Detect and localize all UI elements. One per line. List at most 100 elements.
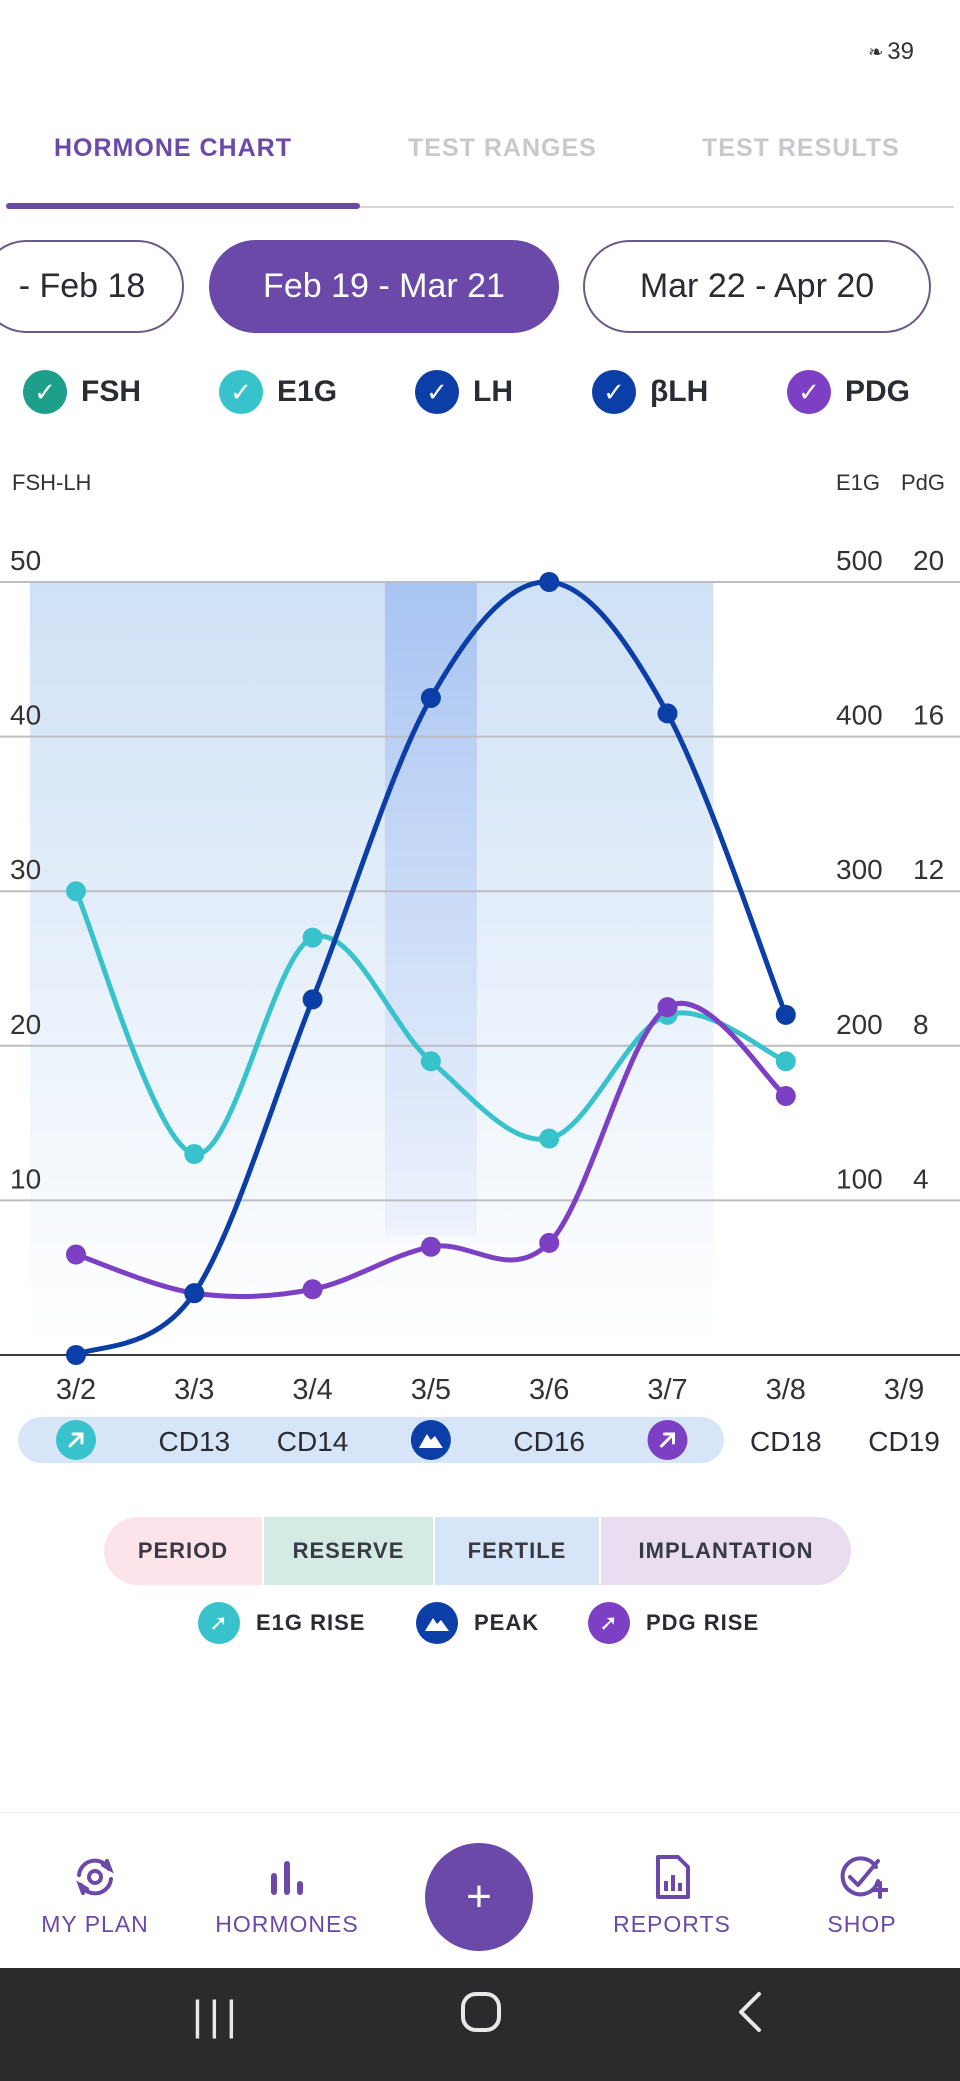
cycle-pill-next[interactable]: Mar 22 - Apr 20 <box>583 240 931 333</box>
peak-day-band <box>384 582 477 1235</box>
y-tick-left: 50 <box>10 545 41 576</box>
checkmark-icon: ✓ <box>787 370 831 414</box>
cycle-day-strip <box>18 1417 724 1463</box>
bottom-navigation: MY PLAN HORMONES + REPORTS SHOP <box>0 1812 960 1968</box>
cycle-day-label: CD14 <box>277 1426 349 1457</box>
filter-label: E1G <box>277 375 338 408</box>
filter-lh[interactable]: ✓ LH <box>415 370 513 414</box>
filter-beta-lh[interactable]: ✓ βLH <box>592 370 708 414</box>
axis-title-left: FSH-LH <box>12 470 92 495</box>
tab-divider <box>6 206 954 208</box>
data-point-pdg <box>66 1244 86 1265</box>
bar-chart-icon <box>271 1861 303 1895</box>
filter-label: LH <box>473 375 513 408</box>
cycle-pill-label: Mar 22 - Apr 20 <box>639 267 875 305</box>
report-icon <box>656 1855 690 1899</box>
x-tick-label: 3/3 <box>174 1374 214 1406</box>
data-point-pdg <box>775 1086 796 1107</box>
cycle-pill-current[interactable]: Feb 19 - Mar 21 <box>209 240 559 333</box>
y-tick-left: 20 <box>10 1009 41 1040</box>
event-legend: ➚ E1G RISE PEAK ➚ PDG RISE <box>0 1602 960 1646</box>
arrow-up-right-icon: ➚ <box>198 1602 240 1644</box>
filter-label: FSH <box>81 375 141 408</box>
data-point-lh <box>539 572 560 592</box>
axis-title-e1g: E1G <box>836 470 881 495</box>
y-tick-left: 10 <box>10 1163 41 1194</box>
data-point-e1g <box>420 1051 441 1072</box>
data-point-lh <box>420 687 441 708</box>
data-point-pdg <box>539 1232 560 1253</box>
mountain-peak-icon <box>416 1602 458 1644</box>
nav-hormones[interactable]: HORMONES <box>197 1853 377 1938</box>
y-tick-e1g: 300 <box>836 854 883 885</box>
data-point-pdg <box>420 1236 441 1257</box>
cycle-pill-previous[interactable]: - Feb 18 <box>0 240 184 333</box>
add-button[interactable]: + <box>425 1843 533 1951</box>
nav-label: REPORTS <box>613 1911 731 1937</box>
x-tick-label: 3/7 <box>647 1374 687 1406</box>
y-tick-e1g: 400 <box>836 700 883 731</box>
arrow-up-right-icon <box>68 1432 84 1448</box>
x-tick-label: 3/2 <box>56 1374 96 1406</box>
y-tick-e1g: 500 <box>836 545 883 576</box>
status-bar: ❧ 39 <box>868 38 914 66</box>
system-navigation-bar: ||| <box>0 1968 960 2081</box>
data-point-lh <box>657 703 678 724</box>
legend-label: PEAK <box>474 1610 540 1635</box>
data-point-e1g <box>775 1051 796 1072</box>
y-tick-left: 30 <box>10 854 41 885</box>
phase-implantation: IMPLANTATION <box>599 1517 851 1585</box>
x-tick-label: 3/5 <box>411 1374 451 1406</box>
tab-bar: HORMONE CHART TEST RANGES TEST RESULTS <box>0 120 960 210</box>
hormone-chart: FSH-LH E1G PdG 50 40 30 20 10 500 400 300 200 100… <box>0 460 960 1480</box>
hormone-filters: ✓ FSH ✓ E1G ✓ LH ✓ βLH ✓ PDG <box>0 370 960 420</box>
filter-fsh[interactable]: ✓ FSH <box>23 370 141 414</box>
x-tick-label: 3/6 <box>529 1374 569 1406</box>
shop-check-icon <box>840 1856 888 1899</box>
checkmark-icon: ✓ <box>23 370 67 414</box>
checkmark-icon: ✓ <box>592 370 636 414</box>
data-point-e1g <box>66 881 86 902</box>
data-point-lh <box>302 989 323 1010</box>
mountain-peak-icon <box>418 1434 443 1448</box>
sync-icon <box>76 1858 114 1896</box>
home-icon[interactable] <box>459 1990 503 2045</box>
x-tick-label: 3/9 <box>884 1374 924 1406</box>
phase-period: PERIOD <box>104 1517 262 1585</box>
data-point-lh <box>775 1004 796 1025</box>
tab-active-indicator <box>6 203 360 209</box>
cycle-pill-label: Feb 19 - Mar 21 <box>263 267 505 305</box>
cycle-day-label: CD19 <box>868 1426 940 1457</box>
x-tick-label: 3/4 <box>292 1374 332 1406</box>
tab-hormone-chart[interactable]: HORMONE CHART <box>54 134 292 162</box>
tab-test-results[interactable]: TEST RESULTS <box>702 134 900 162</box>
back-icon[interactable] <box>735 1990 765 2045</box>
nav-my-plan[interactable]: MY PLAN <box>5 1853 185 1938</box>
cycle-day-label: CD18 <box>750 1426 822 1457</box>
y-tick-pdg: 8 <box>913 1009 929 1040</box>
data-point-lh <box>66 1345 86 1365</box>
data-point-pdg <box>302 1279 323 1300</box>
y-tick-pdg: 12 <box>913 854 944 885</box>
chart-canvas: 50 40 30 20 10 500 400 300 200 100 20 16 12 8 4 3/2 3/3 3… <box>0 545 960 1463</box>
nav-shop[interactable]: SHOP <box>772 1853 952 1938</box>
data-point-e1g <box>302 927 323 948</box>
nav-reports[interactable]: REPORTS <box>582 1853 762 1938</box>
y-tick-left: 40 <box>10 700 41 731</box>
tab-test-ranges[interactable]: TEST RANGES <box>408 134 597 162</box>
recent-apps-icon[interactable]: ||| <box>192 1992 243 2039</box>
filter-pdg[interactable]: ✓ PDG <box>787 370 910 414</box>
legend-label: E1G RISE <box>256 1610 366 1635</box>
cycle-pill-label: - Feb 18 <box>18 267 146 305</box>
axis-title-pdg: PdG <box>901 470 946 495</box>
phase-legend: PERIOD RESERVE FERTILE IMPLANTATION <box>104 1517 851 1585</box>
nav-label: MY PLAN <box>41 1911 149 1937</box>
battery-level: 39 <box>887 38 914 65</box>
data-point-e1g <box>539 1128 560 1149</box>
phase-fertile: FERTILE <box>433 1517 599 1585</box>
y-tick-e1g: 200 <box>836 1009 883 1040</box>
y-tick-pdg: 20 <box>913 545 944 576</box>
filter-label: βLH <box>650 375 709 408</box>
filter-e1g[interactable]: ✓ E1G <box>219 370 337 414</box>
legend-label: PDG RISE <box>646 1610 760 1635</box>
